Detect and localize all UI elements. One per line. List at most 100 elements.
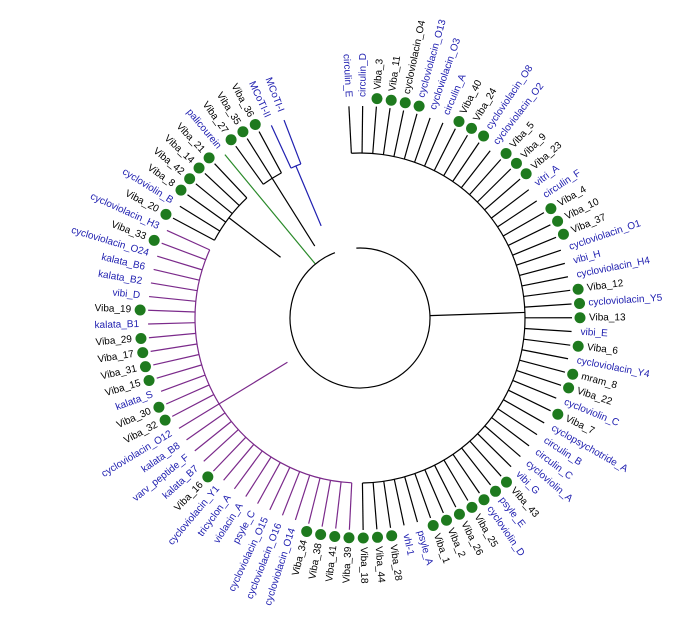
branch [477,433,512,468]
branch [233,450,263,490]
leaf-label: Viba_19 [94,303,131,315]
leaf-marker [202,471,214,483]
leaf-marker [453,508,465,520]
branch [165,384,210,405]
leaf-marker [371,93,383,105]
leaf-marker [545,203,557,215]
branch [490,189,530,219]
branch [321,480,332,527]
leaf-label: Viba_44 [373,546,387,584]
branch [434,464,457,508]
leaf-marker [520,168,532,180]
leaf-marker [135,333,147,345]
clade-arc [290,163,302,169]
branch [413,117,431,163]
branch [460,150,491,189]
branch [203,429,239,462]
branch [153,353,200,366]
leaf-marker [500,476,512,488]
branch [235,145,264,185]
leaf-label: Viba_11 [387,55,403,92]
branch [383,481,392,528]
leaf-marker [574,297,586,309]
branch [423,122,444,167]
branch [172,217,215,241]
leaf-label: circulin_D [357,53,369,97]
leaf-marker [315,528,327,540]
branch [153,268,200,281]
leaf-label: Viba_28 [387,544,403,582]
leaf-label: Viba_13 [589,312,626,323]
branch [179,205,221,232]
branch [149,295,196,302]
leaf-marker [301,525,313,537]
leaf-label: Viba_12 [586,278,624,294]
branch [283,119,302,165]
leaf-label: kalata_B2 [97,269,143,287]
branch [469,440,502,477]
branch [254,190,316,265]
leaf-marker [552,215,564,227]
branch [516,369,562,386]
leaf-marker [399,97,411,109]
branch [484,425,521,458]
leaf-marker [563,382,575,394]
leaf-marker [193,162,205,174]
branch [452,453,480,494]
leaf-marker [478,130,490,142]
leaf-marker [357,532,369,544]
leaf-marker [148,234,160,246]
leaf-label: Viba_38 [307,542,324,580]
branch [503,399,545,424]
branch [469,159,502,196]
leaf-marker [159,414,171,426]
leaf-label: Viba_17 [97,349,135,366]
leaf-label: vhl-1 [400,533,415,557]
branch [372,482,378,530]
branch [519,262,565,277]
leaf-label: vibi_H [572,249,602,267]
branch [194,420,232,452]
branch [497,200,538,228]
branch [269,467,291,511]
branch [214,163,248,199]
branch [150,282,198,292]
leaf-marker [160,208,172,220]
branch [148,309,196,313]
branch [257,462,281,504]
leaf-marker [567,368,579,380]
leaf-label: Viba_29 [95,334,133,348]
branch [516,249,562,266]
leaf-marker [343,532,355,544]
branch [491,417,530,447]
branch [524,327,572,333]
branch [484,178,521,211]
leaf-label: Viba_18 [358,547,370,584]
leaf-marker [440,514,452,526]
leaf-label: circulin_E [341,54,354,98]
branch [521,349,569,360]
leaf-marker [557,228,569,240]
leaf-marker [329,531,341,543]
branch [523,289,571,298]
branch [178,403,220,429]
branch [348,106,352,154]
branch [521,276,569,287]
branch [512,379,557,399]
leaf-marker [478,494,490,506]
branch [156,364,202,379]
branch [195,183,233,215]
branch [372,106,377,154]
branch [335,481,342,529]
leaf-label: Viba_3 [372,58,385,90]
branch [204,173,240,206]
branch [148,332,196,339]
branch [218,361,288,405]
leaf-marker [466,501,478,513]
branch [270,125,292,169]
leaf-marker [510,157,522,169]
branch [308,477,321,524]
branch [361,106,364,154]
branch [524,303,572,308]
root-arc [289,247,431,389]
